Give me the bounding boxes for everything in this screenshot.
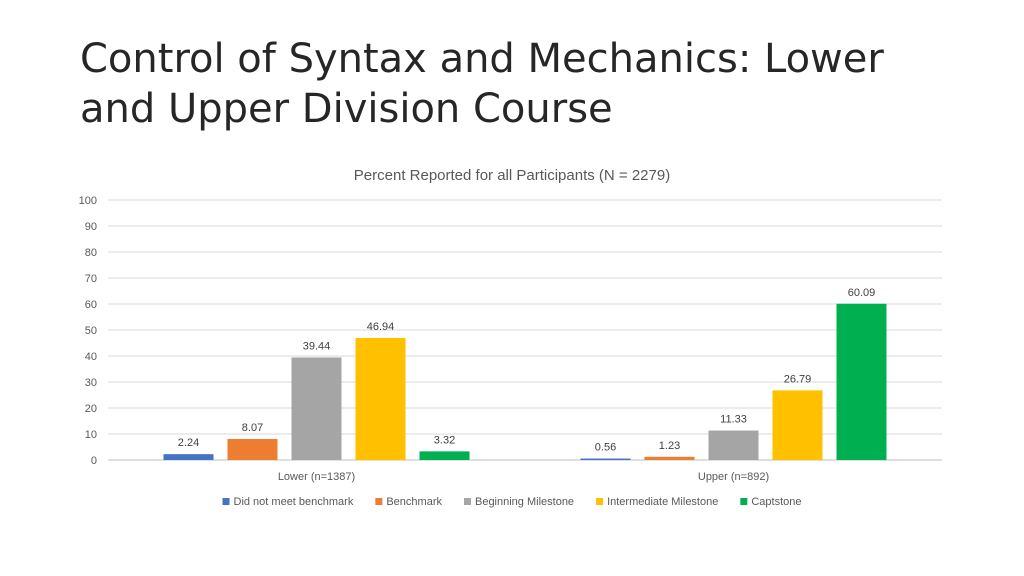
y-tick-label: 50	[85, 325, 97, 337]
chart-title: Percent Reported for all Participants (N…	[354, 167, 670, 184]
legend-item: Intermediate Milestone	[596, 496, 718, 508]
y-tick-label: 60	[85, 299, 97, 311]
data-label: 1.23	[659, 440, 680, 452]
bar	[163, 454, 214, 460]
data-label: 11.33	[720, 414, 747, 426]
bar	[291, 357, 342, 460]
data-label: 2.24	[178, 437, 199, 449]
legend-label: Beginning Milestone	[475, 496, 574, 508]
data-label: 39.44	[303, 340, 331, 352]
legend: Did not meet benchmark Benchmark Beginning…	[222, 496, 802, 508]
y-tick-label: 20	[85, 403, 97, 415]
legend-swatch	[596, 498, 604, 505]
category-label: Upper (n=892)	[698, 471, 769, 483]
bar	[580, 458, 631, 460]
data-label: 8.07	[242, 422, 263, 434]
legend-item: Benchmark	[375, 496, 442, 508]
bar	[227, 439, 278, 460]
y-tick-label: 40	[85, 351, 97, 363]
data-labels: 2.24 8.07 39.44 46.94 3.32 0.56 1.23 11.33 26.79…	[178, 287, 875, 454]
data-label: 0.56	[595, 442, 616, 454]
data-label: 46.94	[367, 321, 395, 333]
gridlines	[108, 199, 942, 461]
legend-swatch	[375, 498, 383, 505]
legend-swatch	[463, 498, 471, 505]
bar	[355, 337, 406, 460]
bar	[836, 303, 887, 460]
y-tick-label: 0	[91, 455, 97, 467]
y-tick-label: 80	[85, 247, 97, 259]
bars	[163, 303, 887, 460]
y-tick-label: 30	[85, 377, 97, 389]
legend-swatch	[222, 498, 230, 505]
bar	[419, 451, 470, 460]
data-label: 26.79	[784, 373, 812, 385]
y-axis-ticks: 0 10 20 30 40 50 60 70 80 90 100	[79, 195, 97, 467]
slide-title: Control of Syntax and Mechanics: Lower a…	[80, 36, 884, 132]
legend-label: Intermediate Milestone	[607, 496, 718, 508]
legend-item: Beginning Milestone	[463, 496, 574, 508]
bar	[772, 390, 823, 460]
category-label: Lower (n=1387)	[278, 471, 355, 483]
legend-label: Benchmark	[386, 496, 442, 508]
bar	[644, 456, 695, 460]
legend-item: Captstone	[740, 496, 802, 508]
bar	[708, 430, 759, 460]
y-tick-label: 70	[85, 273, 97, 285]
legend-label: Did not meet benchmark	[234, 496, 354, 508]
legend-swatch	[740, 498, 748, 505]
y-tick-label: 90	[85, 221, 97, 233]
legend-item: Did not meet benchmark	[222, 496, 354, 508]
y-tick-label: 100	[79, 195, 97, 207]
y-tick-label: 10	[85, 429, 97, 441]
data-label: 60.09	[848, 287, 876, 299]
data-label: 3.32	[434, 434, 455, 446]
legend-label: Captstone	[751, 496, 801, 508]
category-labels: Lower (n=1387) Upper (n=892)	[278, 471, 769, 483]
